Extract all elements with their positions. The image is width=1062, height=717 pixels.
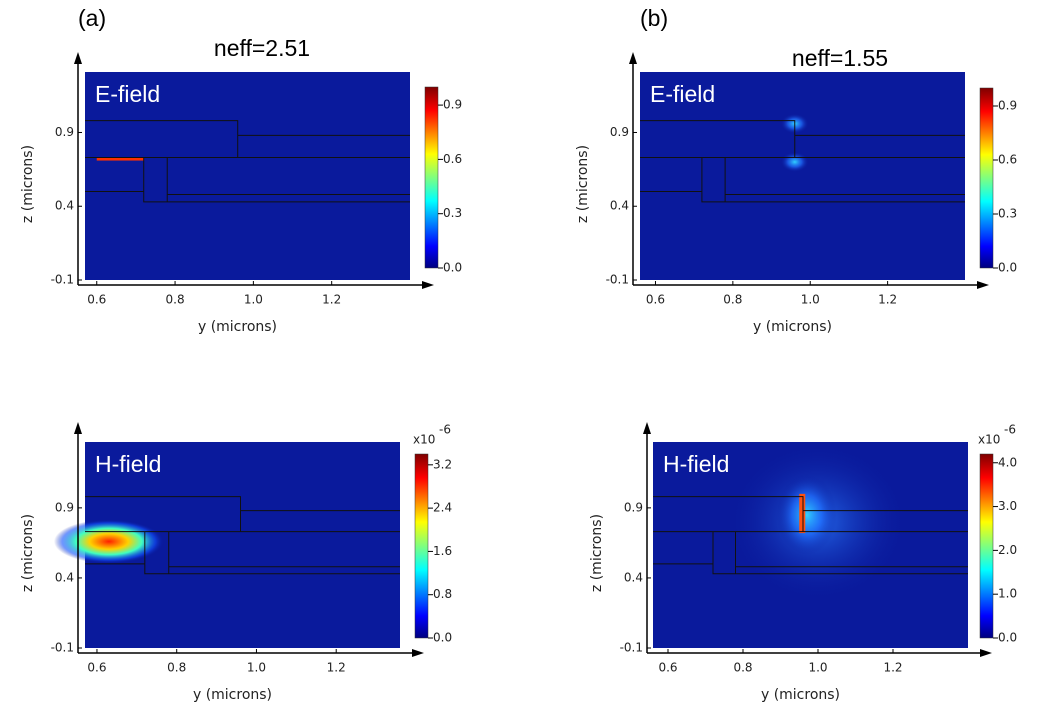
- y-axis-label: z (microns): [20, 145, 36, 223]
- colorbar-tick-label: 0.9: [998, 99, 1017, 113]
- panel-title: neff=1.55: [792, 45, 888, 71]
- colorbar-tick-label: 0.6: [998, 153, 1017, 167]
- colorbar-tick-label: 0.3: [998, 207, 1017, 221]
- x-tick-label: 1.2: [878, 293, 897, 307]
- colorbar-exponent: -6: [1004, 423, 1016, 437]
- y-tick-label: 0.9: [55, 500, 74, 514]
- x-axis-label: y (microns): [761, 687, 840, 703]
- y-tick-label: -0.1: [51, 641, 74, 655]
- x-arrow: [977, 281, 989, 289]
- colorbar-tick-label: 0.6: [443, 152, 462, 166]
- colorbar-tick-label: 0.0: [998, 261, 1017, 275]
- field-map: [640, 72, 965, 280]
- panel-label: (a): [78, 5, 106, 31]
- field-label: H-field: [663, 451, 729, 477]
- structure-outline: [85, 120, 410, 203]
- colorbar-multiplier: x10: [978, 433, 1000, 447]
- x-arrow: [422, 281, 434, 289]
- x-arrow: [412, 649, 424, 657]
- y-arrow: [74, 422, 82, 434]
- colorbar-tick-label: 4.0: [998, 455, 1017, 469]
- y-axis-label: z (microns): [20, 514, 36, 592]
- colorbar-tick-label: 0.9: [443, 98, 462, 112]
- field-label: E-field: [95, 81, 160, 107]
- colorbar: [414, 453, 429, 639]
- colorbar-tick-label: 0.0: [443, 261, 462, 275]
- field-hotspot: [53, 519, 164, 564]
- structure-outline: [640, 120, 965, 203]
- field-hotspot: [96, 157, 144, 161]
- x-tick-label: 1.0: [244, 293, 263, 307]
- field-map: [85, 72, 410, 280]
- colorbar-exponent: -6: [439, 423, 451, 437]
- y-tick-label: 0.9: [55, 125, 74, 139]
- x-tick-label: 0.6: [87, 293, 106, 307]
- y-tick-label: 0.4: [55, 199, 74, 213]
- panel-label: (b): [640, 5, 668, 31]
- colorbar-tick-label: 0.0: [998, 631, 1017, 645]
- x-tick-label: 0.6: [658, 661, 677, 675]
- y-tick-label: 0.4: [610, 199, 629, 213]
- x-tick-label: 0.8: [733, 661, 752, 675]
- field-halo: [776, 474, 837, 555]
- structure-outline: [653, 496, 968, 575]
- x-tick-label: 1.0: [247, 661, 266, 675]
- colorbar-tick-label: 1.6: [433, 544, 452, 558]
- y-tick-label: 0.9: [610, 125, 629, 139]
- colorbar-tick-label: 3.2: [433, 457, 452, 471]
- y-tick-label: 0.9: [624, 500, 643, 514]
- y-arrow: [74, 52, 82, 64]
- x-tick-label: 1.2: [327, 661, 346, 675]
- colorbar-tick-label: 3.0: [998, 499, 1017, 513]
- x-axis-label: y (microns): [198, 319, 277, 335]
- colorbar-multiplier: x10: [413, 433, 435, 447]
- colorbar: [979, 453, 994, 639]
- x-tick-label: 0.8: [166, 293, 185, 307]
- field-label: H-field: [95, 451, 161, 477]
- colorbar-tick-label: 2.0: [998, 543, 1017, 557]
- y-tick-label: 0.4: [624, 570, 643, 584]
- field-label: E-field: [650, 81, 715, 107]
- x-tick-label: 1.0: [801, 293, 820, 307]
- colorbar-tick-label: 0.0: [433, 631, 452, 645]
- x-tick-label: 0.8: [723, 293, 742, 307]
- colorbar-tick-label: 0.3: [443, 206, 462, 220]
- y-axis-label: z (microns): [589, 514, 605, 592]
- colorbar-tick-label: 1.0: [998, 587, 1017, 601]
- x-tick-label: 1.0: [808, 661, 827, 675]
- y-tick-label: 0.4: [55, 570, 74, 584]
- x-axis-label: y (microns): [193, 687, 272, 703]
- y-tick-label: -0.1: [620, 641, 643, 655]
- y-tick-label: -0.1: [51, 273, 74, 287]
- panel-title: neff=2.51: [214, 35, 310, 61]
- x-axis-label: y (microns): [753, 319, 832, 335]
- y-tick-label: -0.1: [606, 273, 629, 287]
- x-tick-label: 1.2: [883, 661, 902, 675]
- x-arrow: [980, 649, 992, 657]
- structure-outline: [85, 496, 400, 575]
- field-hotspot: [780, 151, 809, 172]
- y-arrow: [643, 422, 651, 434]
- x-tick-label: 0.8: [167, 661, 186, 675]
- x-tick-label: 0.6: [87, 661, 106, 675]
- colorbar: [424, 86, 439, 269]
- colorbar-tick-label: 2.4: [433, 501, 452, 515]
- field-hotspot: [799, 493, 806, 534]
- y-axis-label: z (microns): [575, 145, 591, 223]
- colorbar-tick-label: 0.8: [433, 587, 452, 601]
- y-arrow: [629, 52, 637, 64]
- x-tick-label: 0.6: [646, 293, 665, 307]
- x-tick-label: 1.2: [322, 293, 341, 307]
- colorbar: [979, 87, 994, 269]
